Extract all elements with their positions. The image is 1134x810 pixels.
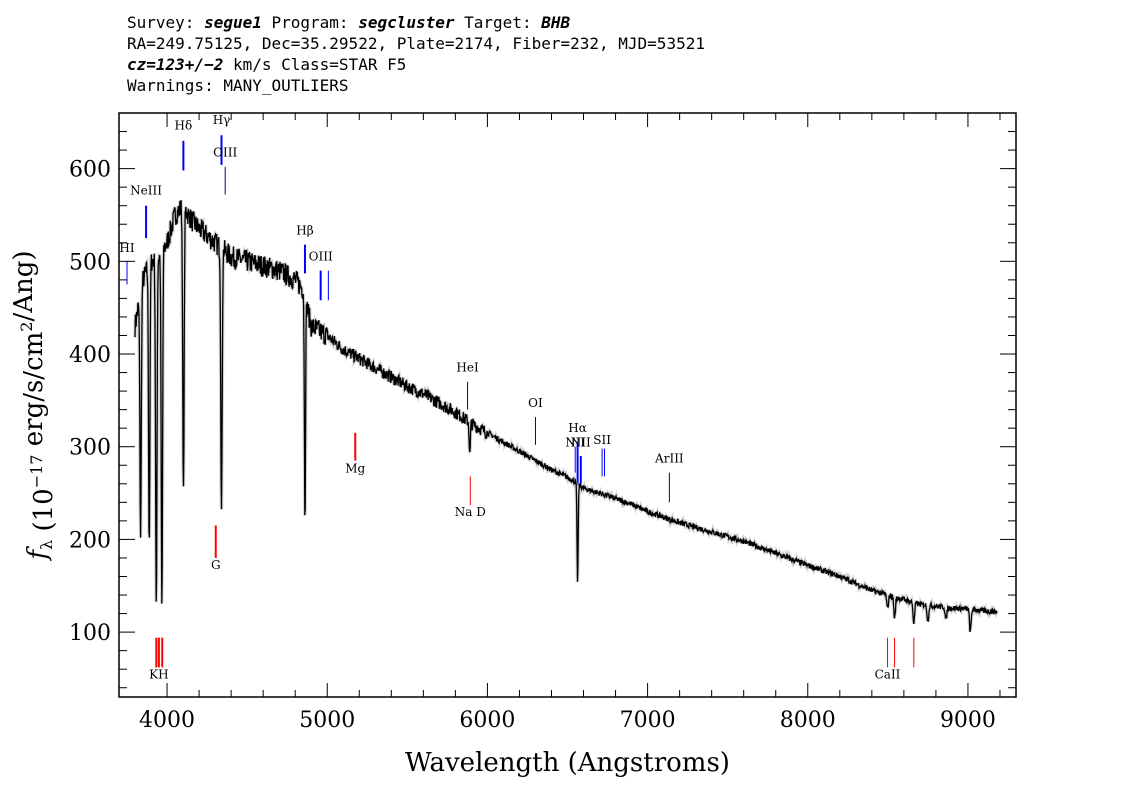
x-tick-label: 4000 — [139, 708, 195, 733]
header-line-redshift: cz=123+/−2 km/s Class=STAR F5 — [127, 54, 705, 75]
line-marker-label: Mg — [345, 462, 365, 476]
survey-value: segue1 — [204, 13, 262, 32]
redshift-value: cz=123+/−2 — [127, 55, 224, 74]
header-line-survey: Survey: segue1 Program: segcluster Targe… — [127, 12, 705, 33]
line-marker-label: Na D — [455, 505, 486, 519]
line-marker-label: NII — [571, 436, 591, 450]
y-tick-label: 300 — [69, 436, 111, 461]
y-tick-label: 600 — [69, 158, 111, 183]
x-axis-label: Wavelength (Angstroms) — [405, 748, 730, 778]
line-marker-label: ArIII — [654, 451, 684, 465]
target-value: BHB — [541, 13, 571, 32]
header-line-coords: RA=249.75125, Dec=35.29522, Plate=2174, … — [127, 34, 705, 53]
line-marker-label: CaII — [875, 667, 901, 681]
line-marker-label: NeIII — [130, 184, 162, 198]
x-tick-label: 9000 — [940, 708, 996, 733]
line-marker-label: HeI — [456, 361, 479, 375]
line-marker-label: Hδ — [175, 119, 193, 133]
line-marker-label: Hα — [568, 421, 587, 435]
y-tick-label: 200 — [69, 528, 111, 553]
y-tick-label: 100 — [69, 621, 111, 646]
line-marker-label: SII — [593, 433, 611, 447]
line-marker-label: G — [211, 558, 221, 572]
y-tick-label: 500 — [69, 250, 111, 275]
line-marker-label: Hγ — [213, 113, 231, 127]
x-tick-label: 5000 — [299, 708, 355, 733]
spectrum-header: Survey: segue1 Program: segcluster Targe… — [127, 12, 705, 96]
class-value: km/s Class=STAR F5 — [223, 55, 407, 74]
line-marker-label: OIII — [213, 146, 237, 160]
line-marker-label: OI — [528, 396, 543, 410]
x-tick-label: 6000 — [459, 708, 515, 733]
axis-ticks: 4000 5000 6000 7000 8000 9000 100 200 300 400 500 6… — [69, 113, 1016, 733]
spectrum-line — [134, 200, 998, 632]
program-label: Program: — [261, 13, 359, 32]
header-line-warnings: Warnings: MANY_OUTLIERS — [127, 76, 349, 95]
program-value: segcluster — [358, 13, 455, 32]
target-label: Target: — [454, 13, 542, 32]
y-tick-label: 400 — [69, 343, 111, 368]
plot-frame — [118, 112, 1017, 698]
survey-label: Survey: — [127, 13, 205, 32]
y-axis-label: fλ (10−17 erg/s/cm2/Ang) — [9, 250, 59, 561]
x-tick-label: 7000 — [620, 708, 676, 733]
line-marker-label: HI — [119, 241, 134, 255]
line-marker-label: KH — [149, 667, 168, 681]
spectrum-series — [133, 200, 999, 633]
line-marker-label: Hβ — [296, 223, 313, 237]
line-marker-label: OIII — [309, 249, 333, 263]
line-marker-label: NII — [565, 436, 585, 450]
x-tick-label: 8000 — [780, 708, 836, 733]
